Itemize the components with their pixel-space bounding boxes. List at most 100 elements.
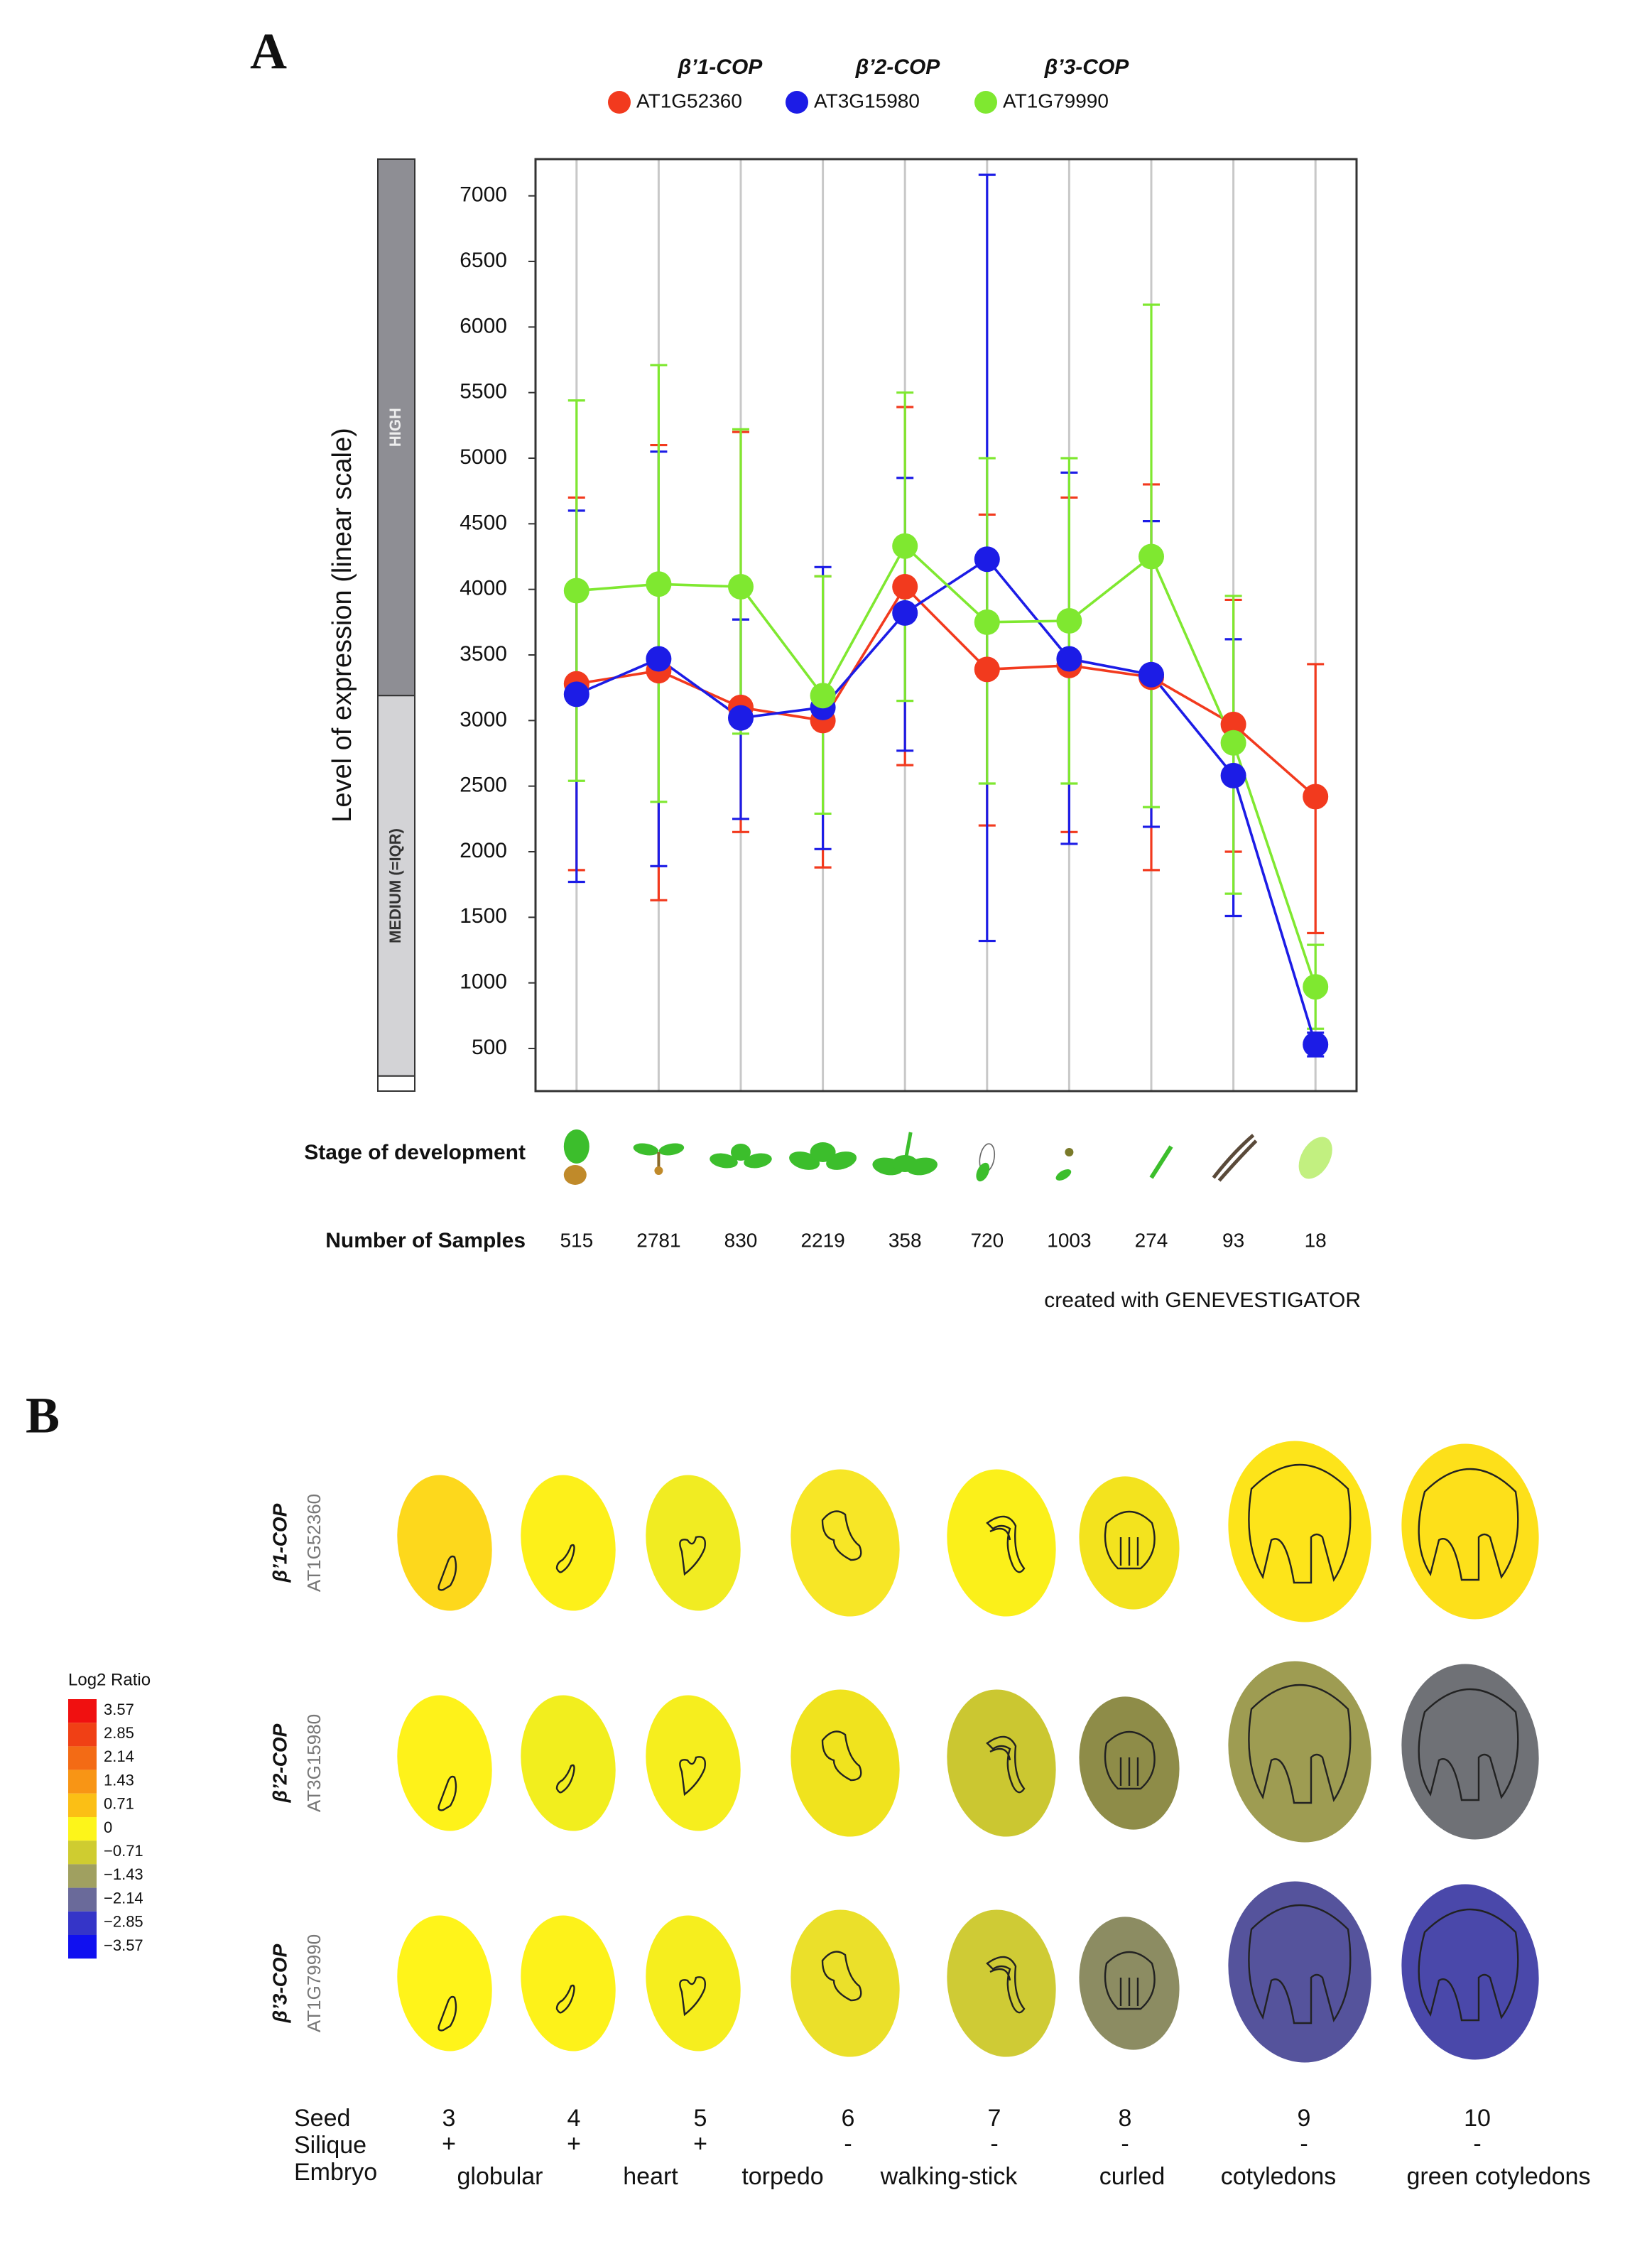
stage-icon (1212, 1134, 1258, 1182)
seed (1228, 1661, 1371, 1843)
silique-flag: + (442, 2130, 456, 2157)
y-tick-label: 6000 (460, 314, 507, 337)
stage-icon (1052, 1133, 1089, 1181)
embryo-outline (821, 1510, 862, 1561)
legend-gene: β’1-COP (678, 55, 763, 79)
legend-swatch (68, 1935, 97, 1959)
embryo-outline (1104, 1730, 1156, 1790)
embryo-outline (555, 1544, 575, 1573)
seed (947, 1909, 1056, 2057)
stage-icon (976, 1143, 996, 1182)
silique-flag: - (1473, 2130, 1481, 2157)
icon-part (1066, 1154, 1079, 1171)
icon-part (710, 1153, 738, 1169)
embryo-stage: globular (457, 2163, 543, 2190)
icon-part (1141, 1132, 1151, 1147)
level-band (377, 695, 415, 1077)
icon-part (1128, 1138, 1141, 1149)
seed (947, 1689, 1056, 1837)
embryo-outline (1248, 1463, 1352, 1584)
legend-tick-label: −1.43 (104, 1865, 143, 1883)
data-point (892, 573, 918, 600)
legend-gene: β’3-COP (1044, 55, 1130, 79)
icon-part (1128, 1149, 1141, 1161)
seed (521, 1695, 616, 1831)
y-tick-label: 3500 (460, 642, 507, 666)
embryo-outline (438, 1775, 457, 1811)
embryo-stage: torpedo (741, 2163, 823, 2190)
seed-stage: 5 (694, 2105, 707, 2132)
legend-swatch (68, 1817, 97, 1841)
sample-count: 2219 (800, 1229, 844, 1251)
silique-flag: + (693, 2130, 707, 2157)
data-point (728, 705, 754, 731)
embryo-outline (986, 1956, 1026, 2014)
legend-swatch (68, 1699, 97, 1723)
legend-tick-label: −2.14 (104, 1889, 143, 1907)
embryo-outline (438, 1555, 457, 1591)
y-tick-label: 6500 (460, 249, 507, 272)
data-point (1220, 711, 1246, 737)
embryo-outline (555, 1984, 575, 2014)
data-point (1303, 1031, 1329, 1058)
icon-part (1065, 1148, 1074, 1156)
legend-swatch (68, 1864, 97, 1888)
embryo-outline (821, 1730, 862, 1782)
seed (947, 1469, 1056, 1617)
row-gene: β’3-COP (268, 1944, 290, 2023)
icon-part (731, 1144, 751, 1161)
row-title: Embryo (294, 2159, 377, 2186)
icon-part (1066, 1133, 1079, 1150)
level-band (377, 158, 415, 697)
row-id: AT1G79990 (303, 1934, 325, 2032)
legend-tick-label: 0 (104, 1818, 112, 1836)
y-tick-label: 4500 (460, 511, 507, 534)
seed-stage: 8 (1119, 2105, 1132, 2132)
embryo-outline (555, 1764, 575, 1794)
stage-icon (789, 1142, 857, 1170)
icon-part (1141, 1151, 1151, 1166)
data-point (728, 573, 754, 600)
sample-count: 18 (1305, 1229, 1327, 1251)
seed (397, 1475, 492, 1611)
y-tick-label: 7000 (460, 183, 507, 207)
level-band-low (377, 1075, 415, 1093)
stage-icon (563, 1129, 589, 1185)
data-point (1220, 762, 1246, 788)
seed (790, 1469, 900, 1617)
silique-flag: - (990, 2130, 998, 2157)
data-point (1056, 607, 1082, 634)
legend-swatch (608, 91, 631, 114)
credit: created with GENEVESTIGATOR (1044, 1289, 1361, 1312)
legend-swatch (68, 1887, 97, 1912)
seed-stage: 7 (988, 2105, 1001, 2132)
data-point (1056, 646, 1082, 672)
stage-icon (1298, 1137, 1332, 1179)
embryo-outline (1418, 1688, 1519, 1801)
seed (397, 1915, 492, 2051)
y-tick-label: 4000 (460, 577, 507, 600)
embryo-outline (438, 1995, 457, 2032)
y-axis-label: Level of expression (linear scale) (327, 428, 357, 823)
icon-part (744, 1153, 772, 1169)
icon-part (563, 1165, 587, 1185)
embryo-outline (1248, 1684, 1352, 1804)
stage-icon (633, 1143, 685, 1175)
seed (790, 1909, 900, 2057)
level-band-label: HIGH (386, 408, 404, 447)
data-point (1303, 784, 1329, 810)
data-point (974, 546, 1000, 573)
stage-icon (710, 1144, 772, 1169)
data-point (892, 600, 918, 626)
row-title: Seed (294, 2105, 350, 2132)
row-title: Silique (294, 2132, 366, 2159)
y-tick-label: 2500 (460, 774, 507, 797)
data-point (892, 533, 918, 559)
series-line (576, 543, 1317, 987)
icon-part (810, 1142, 836, 1162)
embryo-outline (679, 1536, 706, 1576)
data-point (810, 683, 836, 709)
plot-frame (534, 158, 1358, 1093)
embryo-outline (679, 1756, 706, 1796)
